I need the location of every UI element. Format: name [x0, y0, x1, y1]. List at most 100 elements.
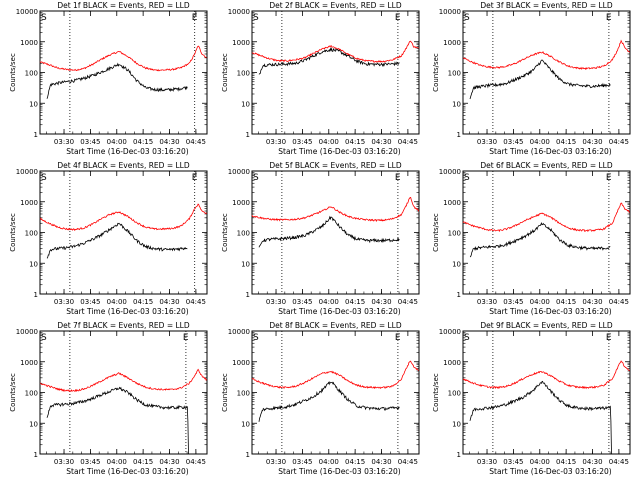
x-axis-label: Start Time (16-Dec-03 03:16:20) — [489, 147, 611, 156]
x-tick-label: 04:30 — [582, 298, 602, 306]
events-series-line — [46, 222, 188, 259]
x-axis-label: Start Time (16-Dec-03 03:16:20) — [66, 467, 188, 476]
detector-panel-3: Det 3f BLACK = Events, RED = LLD 1 10 100 10… — [432, 1, 631, 156]
y-tick-label: 10000 — [228, 8, 250, 16]
y-tick-label: 1 — [457, 291, 461, 299]
lld-series-line — [39, 368, 208, 393]
detector-panel-7: Det 7f BLACK = Events, RED = LLD 1 10 100 10… — [9, 321, 208, 476]
x-tick-label: 03:45 — [503, 138, 523, 146]
y-tick-label: 10 — [241, 260, 250, 268]
x-tick-label: 04:00 — [319, 298, 339, 306]
x-tick-label: 03:30 — [477, 458, 497, 466]
y-tick-label: 1000 — [443, 199, 461, 207]
y-tick-label: 10 — [241, 420, 250, 428]
start-marker: S — [253, 173, 259, 183]
y-axis-label: Counts/sec — [432, 53, 440, 92]
x-tick-label: 04:45 — [186, 458, 206, 466]
start-marker: S — [253, 333, 259, 343]
panel-frame — [462, 10, 631, 135]
detector-panel-5: Det 5f BLACK = Events, RED = LLD 1 10 100 10… — [221, 161, 420, 316]
panel-title: Det 3f BLACK = Events, RED = LLD — [480, 1, 613, 10]
y-tick-label: 100 — [448, 230, 461, 238]
y-tick-label: 1 — [246, 291, 250, 299]
panel-title: Det 5f BLACK = Events, RED = LLD — [269, 161, 402, 170]
panel-frame — [251, 330, 420, 455]
x-tick-label: 04:00 — [107, 138, 127, 146]
start-marker: S — [41, 13, 47, 23]
x-axis-label: Start Time (16-Dec-03 03:16:20) — [278, 147, 400, 156]
x-axis-label: Start Time (16-Dec-03 03:16:20) — [489, 307, 611, 316]
x-tick-label: 04:30 — [159, 138, 179, 146]
panel-title: Det 4f BLACK = Events, RED = LLD — [57, 161, 190, 170]
y-tick-label: 100 — [25, 70, 38, 78]
y-tick-label: 10000 — [439, 168, 461, 176]
x-tick-label: 04:30 — [371, 458, 391, 466]
x-tick-label: 04:45 — [186, 298, 206, 306]
x-tick-label: 04:30 — [371, 138, 391, 146]
x-tick-label: 04:30 — [582, 138, 602, 146]
x-tick-label: 03:45 — [80, 298, 100, 306]
panel-title: Det 9f BLACK = Events, RED = LLD — [480, 321, 613, 330]
x-tick-label: 04:00 — [107, 298, 127, 306]
x-tick-label: 04:30 — [159, 298, 179, 306]
panel-title: Det 2f BLACK = Events, RED = LLD — [269, 1, 402, 10]
y-axis-label: Counts/sec — [432, 373, 440, 412]
y-tick-label: 10 — [452, 260, 461, 268]
lld-series-line — [39, 45, 207, 72]
y-axis-label: Counts/sec — [221, 53, 229, 92]
x-tick-label: 04:45 — [609, 138, 629, 146]
y-tick-label: 10 — [452, 420, 461, 428]
x-tick-label: 04:45 — [186, 138, 206, 146]
y-tick-label: 10 — [29, 420, 38, 428]
detector-panel-2: Det 2f BLACK = Events, RED = LLD 1 10 100 10… — [221, 1, 420, 156]
x-tick-label: 03:45 — [503, 458, 523, 466]
y-tick-label: 1000 — [443, 359, 461, 367]
y-tick-label: 1 — [34, 451, 38, 459]
y-tick-label: 1000 — [20, 39, 38, 47]
start-marker: S — [253, 13, 259, 23]
y-tick-label: 1 — [246, 451, 250, 459]
y-tick-label: 1000 — [20, 359, 38, 367]
y-tick-label: 10 — [241, 100, 250, 108]
x-axis-label: Start Time (16-Dec-03 03:16:20) — [278, 467, 400, 476]
panel-frame — [39, 330, 208, 455]
x-tick-label: 03:45 — [292, 298, 312, 306]
x-tick-label: 03:45 — [292, 458, 312, 466]
x-tick-label: 04:30 — [371, 298, 391, 306]
y-tick-label: 100 — [25, 230, 38, 238]
x-tick-label: 04:00 — [530, 138, 550, 146]
panel-frame — [462, 330, 631, 455]
lld-series-line — [463, 360, 630, 390]
panel-frame — [39, 170, 208, 295]
x-axis-label: Start Time (16-Dec-03 03:16:20) — [66, 307, 188, 316]
x-tick-label: 04:45 — [398, 458, 418, 466]
y-tick-label: 100 — [237, 230, 250, 238]
y-tick-label: 1 — [34, 131, 38, 139]
lld-series-line — [251, 196, 420, 223]
x-tick-label: 04:15 — [556, 458, 576, 466]
detector-panel-8: Det 8f BLACK = Events, RED = LLD 1 10 100 10… — [221, 321, 420, 476]
x-tick-label: 03:45 — [503, 298, 523, 306]
y-tick-label: 10000 — [16, 328, 38, 336]
events-series-line — [258, 47, 400, 75]
x-tick-label: 04:15 — [345, 458, 365, 466]
x-tick-label: 04:15 — [345, 138, 365, 146]
detector-panel-9: Det 9f BLACK = Events, RED = LLD 1 10 100 10… — [432, 321, 631, 476]
y-tick-label: 10 — [452, 100, 461, 108]
y-tick-label: 100 — [448, 70, 461, 78]
panel-frame — [251, 10, 420, 135]
x-tick-label: 04:15 — [133, 298, 153, 306]
lld-series-line — [251, 360, 419, 390]
lld-series-line — [251, 40, 419, 63]
y-tick-label: 1 — [457, 451, 461, 459]
y-axis-label: Counts/sec — [9, 373, 17, 412]
x-tick-label: 03:45 — [292, 138, 312, 146]
panel-title: Det 1f BLACK = Events, RED = LLD — [57, 1, 190, 10]
x-tick-label: 03:30 — [54, 138, 74, 146]
start-marker: S — [464, 13, 470, 23]
y-axis-label: Counts/sec — [9, 213, 17, 252]
x-tick-label: 04:15 — [345, 298, 365, 306]
x-tick-label: 03:30 — [477, 298, 497, 306]
x-tick-label: 04:15 — [556, 138, 576, 146]
lld-series-line — [39, 203, 208, 231]
